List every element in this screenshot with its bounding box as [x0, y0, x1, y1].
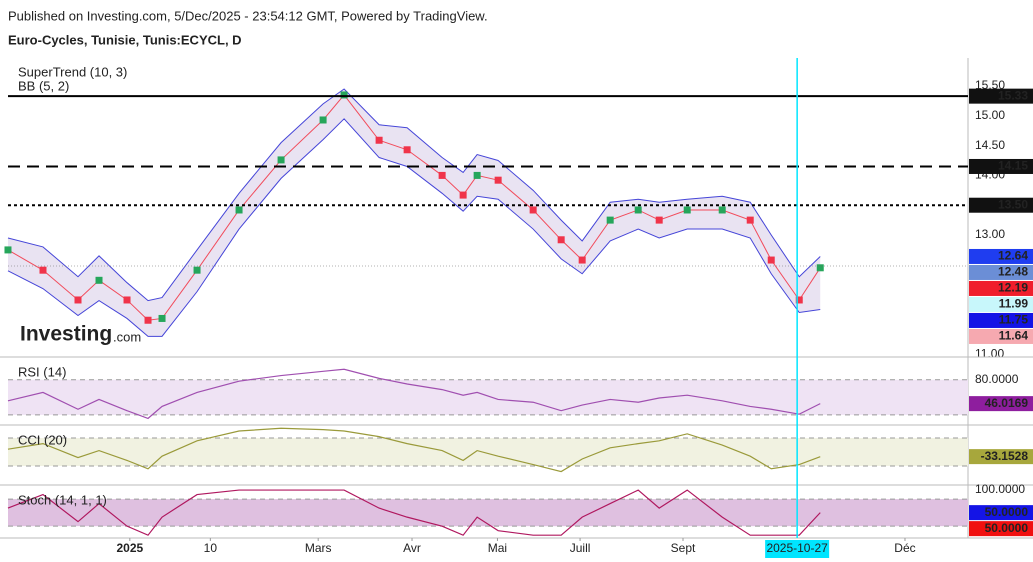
price-tag — [969, 328, 1033, 344]
crosshair-tag — [765, 540, 830, 558]
indicator-line — [7, 489, 821, 536]
price-tag — [969, 396, 1033, 412]
price-block — [606, 216, 614, 224]
price-block — [795, 296, 803, 304]
price-tag — [969, 449, 1033, 465]
price-tag — [969, 521, 1033, 537]
x-tick-label: 2025 — [116, 541, 143, 555]
indicator-legend: BB (5, 2) — [18, 78, 69, 93]
price-tag — [969, 280, 1033, 296]
indicator-legend: Stoch (14, 1, 1) — [18, 492, 107, 507]
price-block — [193, 266, 201, 274]
price-block — [340, 91, 348, 99]
x-tick-label: Mai — [488, 541, 507, 555]
price-block — [277, 156, 285, 164]
price-block — [375, 136, 383, 144]
indicator-legend: RSI (14) — [18, 364, 66, 379]
price-tag-label: 15.33 — [998, 88, 1028, 102]
logo-suffix: .com — [113, 329, 141, 344]
level-band — [8, 438, 968, 466]
price-block — [473, 171, 481, 179]
price-tag-label: 12.64 — [998, 249, 1028, 263]
indicator-line — [7, 427, 821, 473]
price-block — [235, 206, 243, 214]
price-block — [767, 256, 775, 264]
band-line — [7, 88, 821, 302]
indicator-line — [7, 368, 821, 420]
price-block — [634, 206, 642, 214]
price-block — [158, 314, 166, 322]
price-block — [144, 316, 152, 324]
indicator-legend: CCI (20) — [18, 432, 67, 447]
price-tag-label: 50.0000 — [985, 505, 1029, 519]
band-fill — [7, 88, 821, 337]
x-tick-label: Sept — [671, 541, 696, 555]
y-tick-label: 11.00 — [975, 346, 1004, 360]
price-tag-label: 13.50 — [998, 197, 1028, 211]
x-tick-label: 10 — [204, 541, 218, 555]
indicator-legend: SuperTrend (10, 3) — [18, 64, 127, 79]
price-block — [403, 146, 411, 154]
price-tag — [969, 158, 1033, 174]
price-block — [319, 116, 327, 124]
price-tag-label: 14.15 — [998, 159, 1028, 173]
price-block — [74, 296, 82, 304]
x-tick-label: Déc — [894, 541, 915, 555]
x-tick-label: Juill — [570, 541, 591, 555]
price-block — [578, 256, 586, 264]
price-block — [683, 206, 691, 214]
symbol-title: Euro-Cycles, Tunisie, Tunis:ECYCL, D — [8, 32, 242, 47]
price-block — [557, 236, 565, 244]
close-line — [7, 94, 821, 321]
price-block — [655, 216, 663, 224]
price-tag-label: 11.99 — [999, 297, 1029, 311]
price-tag-label: 50.0000 — [985, 521, 1029, 535]
x-tick-label: Avr — [403, 541, 421, 555]
price-block — [39, 266, 47, 274]
price-block — [746, 216, 754, 224]
price-block — [438, 171, 446, 179]
price-tag-label: 46.0169 — [985, 396, 1029, 410]
level-band — [8, 379, 968, 415]
price-tag-label: -33.1528 — [981, 449, 1029, 463]
price-tag — [969, 505, 1033, 521]
price-block — [529, 206, 537, 214]
price-block — [95, 276, 103, 284]
price-tag — [969, 312, 1033, 328]
price-block — [459, 191, 467, 199]
price-tag — [969, 248, 1033, 264]
crosshair-label: 2025-10-27 — [766, 541, 828, 555]
logo: Investing — [20, 323, 112, 346]
price-block — [718, 206, 726, 214]
price-tag-label: 11.75 — [999, 313, 1029, 327]
x-tick-label: Mars — [305, 541, 332, 555]
price-block — [816, 264, 824, 272]
price-block — [494, 176, 502, 184]
price-tag — [969, 88, 1033, 104]
band-line — [7, 118, 821, 337]
y-tick-label: 14.50 — [975, 138, 1005, 152]
price-tag-label: 11.64 — [999, 329, 1029, 343]
published-note: Published on Investing.com, 5/Dec/2025 -… — [8, 8, 488, 23]
y-tick-label: 13.00 — [975, 227, 1005, 241]
price-tag — [969, 264, 1033, 280]
price-tag-label: 12.19 — [998, 281, 1028, 295]
level-band — [8, 499, 968, 527]
y-tick-label: 15.00 — [975, 108, 1005, 122]
price-tag-label: 12.48 — [998, 265, 1028, 279]
price-block — [123, 296, 131, 304]
y-tick-label: 80.0000 — [975, 372, 1019, 386]
price-block — [4, 246, 12, 254]
y-tick-label: 100.0000 — [975, 482, 1025, 496]
price-tag — [969, 296, 1033, 312]
price-tag — [969, 197, 1033, 213]
